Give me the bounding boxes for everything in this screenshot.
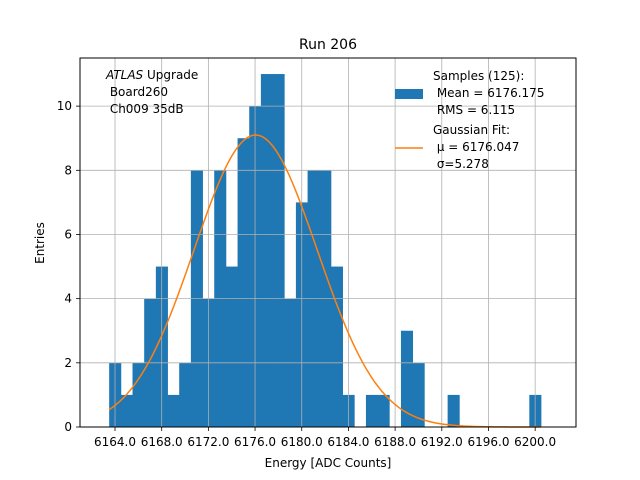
- annotation-upgrade: Upgrade: [143, 68, 198, 82]
- histogram-bar: [447, 394, 460, 427]
- legend-fit-title: Gaussian Fit:: [433, 123, 510, 137]
- legend-samples-title: Samples (125):: [433, 69, 524, 83]
- histogram-bar: [179, 362, 192, 427]
- y-tick-label: 8: [64, 163, 72, 177]
- x-tick-label: 6180.0: [281, 435, 323, 449]
- y-tick-label: 6: [64, 227, 72, 241]
- legend-samples-mean: Mean = 6176.175: [433, 86, 544, 100]
- y-tick-label: 2: [64, 356, 72, 370]
- annotation-line-2: Board260: [106, 85, 168, 99]
- legend-fit-sigma: σ=5.278: [433, 157, 489, 171]
- atlas-annotation: ATLAS Upgrade Board260 Ch009 35dB: [105, 68, 198, 116]
- histogram-bar: [260, 74, 273, 427]
- x-tick-label: 6192.0: [421, 435, 463, 449]
- plot-frame: [79, 57, 577, 428]
- histogram-bar: [272, 74, 285, 427]
- y-tick-label: 10: [57, 99, 72, 113]
- gaussian-fit-curve: [108, 134, 541, 428]
- y-axis-ticks: 0 2 4 6 8 10: [57, 99, 80, 434]
- x-axis-label: Energy [ADC Counts]: [265, 456, 392, 470]
- histogram-bar: [365, 394, 378, 427]
- legend-samples-swatch: [395, 89, 423, 99]
- histogram-bars: [109, 74, 542, 427]
- histogram-bar: [167, 394, 180, 427]
- x-axis-ticks: 6164.0 6168.0 6172.0 6176.0 6180.0 6184.0 6188…: [94, 427, 556, 449]
- legend-samples-rms: RMS = 6.115: [433, 103, 515, 117]
- x-tick-label: 6188.0: [374, 435, 416, 449]
- y-axis-label: Entries: [33, 222, 47, 264]
- annotation-line-3: Ch009 35dB: [106, 102, 184, 116]
- grid: [80, 58, 576, 428]
- histogram-bar: [120, 394, 133, 427]
- annotation-line-1: ATLAS Upgrade: [105, 68, 198, 82]
- x-tick-label: 6200.0: [514, 435, 556, 449]
- legend-fit-mu: μ = 6176.047: [433, 140, 519, 154]
- annotation-atlas: ATLAS: [105, 68, 144, 82]
- x-tick-label: 6184.0: [327, 435, 369, 449]
- legend: Samples (125): Mean = 6176.175 RMS = 6.1…: [395, 69, 544, 171]
- chart-title: Run 206: [299, 37, 357, 53]
- histogram-bar: [400, 330, 414, 427]
- y-tick-label: 4: [64, 292, 72, 306]
- x-tick-label: 6164.0: [94, 435, 136, 449]
- y-tick-label: 0: [64, 420, 72, 434]
- x-tick-label: 6168.0: [141, 435, 183, 449]
- histogram-bar: [412, 362, 425, 427]
- histogram-bar: [377, 394, 390, 427]
- x-tick-label: 6176.0: [234, 435, 276, 449]
- x-tick-label: 6172.0: [187, 435, 229, 449]
- histogram-bar: [330, 266, 343, 427]
- histogram-bar: [225, 266, 238, 427]
- histogram-bar: [132, 362, 145, 427]
- x-tick-label: 6196.0: [467, 435, 509, 449]
- histogram-bar: [237, 138, 250, 427]
